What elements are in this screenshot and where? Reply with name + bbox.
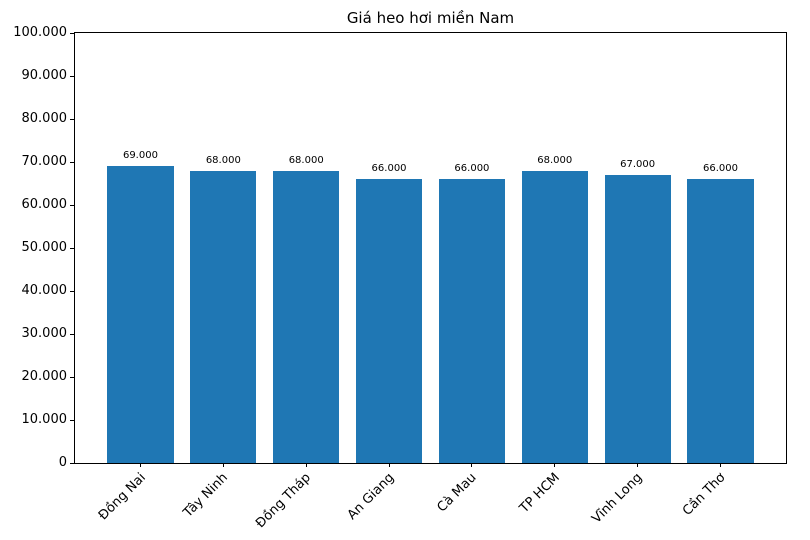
y-tick-label: 60.000 bbox=[21, 197, 68, 212]
bar-value-label: 68.000 bbox=[537, 154, 573, 166]
bar bbox=[190, 170, 257, 463]
y-tick-label: 40.000 bbox=[21, 283, 68, 298]
x-tick-label: Cần Thơ bbox=[679, 470, 729, 519]
y-axis-tick bbox=[70, 161, 74, 163]
bar bbox=[687, 179, 754, 463]
x-tick-label: Cà Mau bbox=[434, 470, 480, 516]
x-tick-label: Vĩnh Long bbox=[589, 470, 646, 527]
y-tick-label: 80.000 bbox=[21, 111, 68, 126]
chart-title: Giá heo hơi miền Nam bbox=[346, 9, 515, 27]
bar-value-label: 67.000 bbox=[620, 158, 656, 170]
bar-value-label: 66.000 bbox=[454, 163, 490, 175]
x-axis-tick bbox=[305, 463, 307, 467]
bar bbox=[355, 179, 423, 463]
y-axis-tick bbox=[70, 118, 74, 120]
bar-value-label: 68.000 bbox=[205, 154, 241, 166]
y-tick-label: 30.000 bbox=[21, 326, 68, 341]
bar-value-label: 69.000 bbox=[122, 150, 158, 162]
x-axis-tick bbox=[471, 463, 473, 467]
x-axis-tick bbox=[388, 463, 390, 467]
y-tick-label: 50.000 bbox=[21, 240, 68, 255]
bar-value-label: 68.000 bbox=[288, 154, 324, 166]
y-tick-label: 0 bbox=[58, 455, 67, 470]
x-tick-label: Đồng Tháp bbox=[253, 470, 315, 532]
plot-area: 0 10.000 20.000 30.000 40.000 50.000 60.000 70.… bbox=[13, 26, 787, 531]
x-axis-tick bbox=[554, 463, 556, 467]
y-axis-tick bbox=[70, 75, 74, 77]
bar bbox=[604, 174, 671, 463]
y-tick-label: 70.000 bbox=[21, 154, 68, 169]
y-axis-tick bbox=[70, 333, 74, 335]
y-tick-label: 90.000 bbox=[21, 68, 68, 83]
x-axis-tick bbox=[222, 463, 224, 467]
bar bbox=[521, 170, 588, 463]
y-axis-tick bbox=[70, 32, 74, 34]
bar-value-label: 66.000 bbox=[703, 163, 739, 175]
y-axis-tick bbox=[70, 247, 74, 249]
y-axis-tick bbox=[70, 462, 74, 464]
bar bbox=[438, 179, 506, 463]
x-tick-label: Đồng Nai bbox=[95, 470, 149, 524]
bar-value-label: 66.000 bbox=[371, 163, 407, 175]
y-axis-tick bbox=[70, 290, 74, 292]
bar bbox=[273, 170, 340, 463]
x-tick-label: TP HCM bbox=[516, 470, 563, 517]
x-axis-tick bbox=[139, 463, 141, 467]
y-axis-tick bbox=[70, 204, 74, 206]
x-tick-label: Tây Ninh bbox=[181, 470, 232, 521]
bar bbox=[107, 166, 174, 463]
y-tick-label: 20.000 bbox=[21, 369, 68, 384]
x-axis-tick bbox=[637, 463, 639, 467]
x-axis-tick bbox=[720, 463, 722, 467]
y-tick-label: 10.000 bbox=[21, 412, 68, 427]
y-axis-tick bbox=[70, 419, 74, 421]
y-tick-label: 100.000 bbox=[13, 25, 67, 40]
x-tick-label: An Giang bbox=[344, 470, 397, 523]
y-axis-tick bbox=[70, 376, 74, 378]
